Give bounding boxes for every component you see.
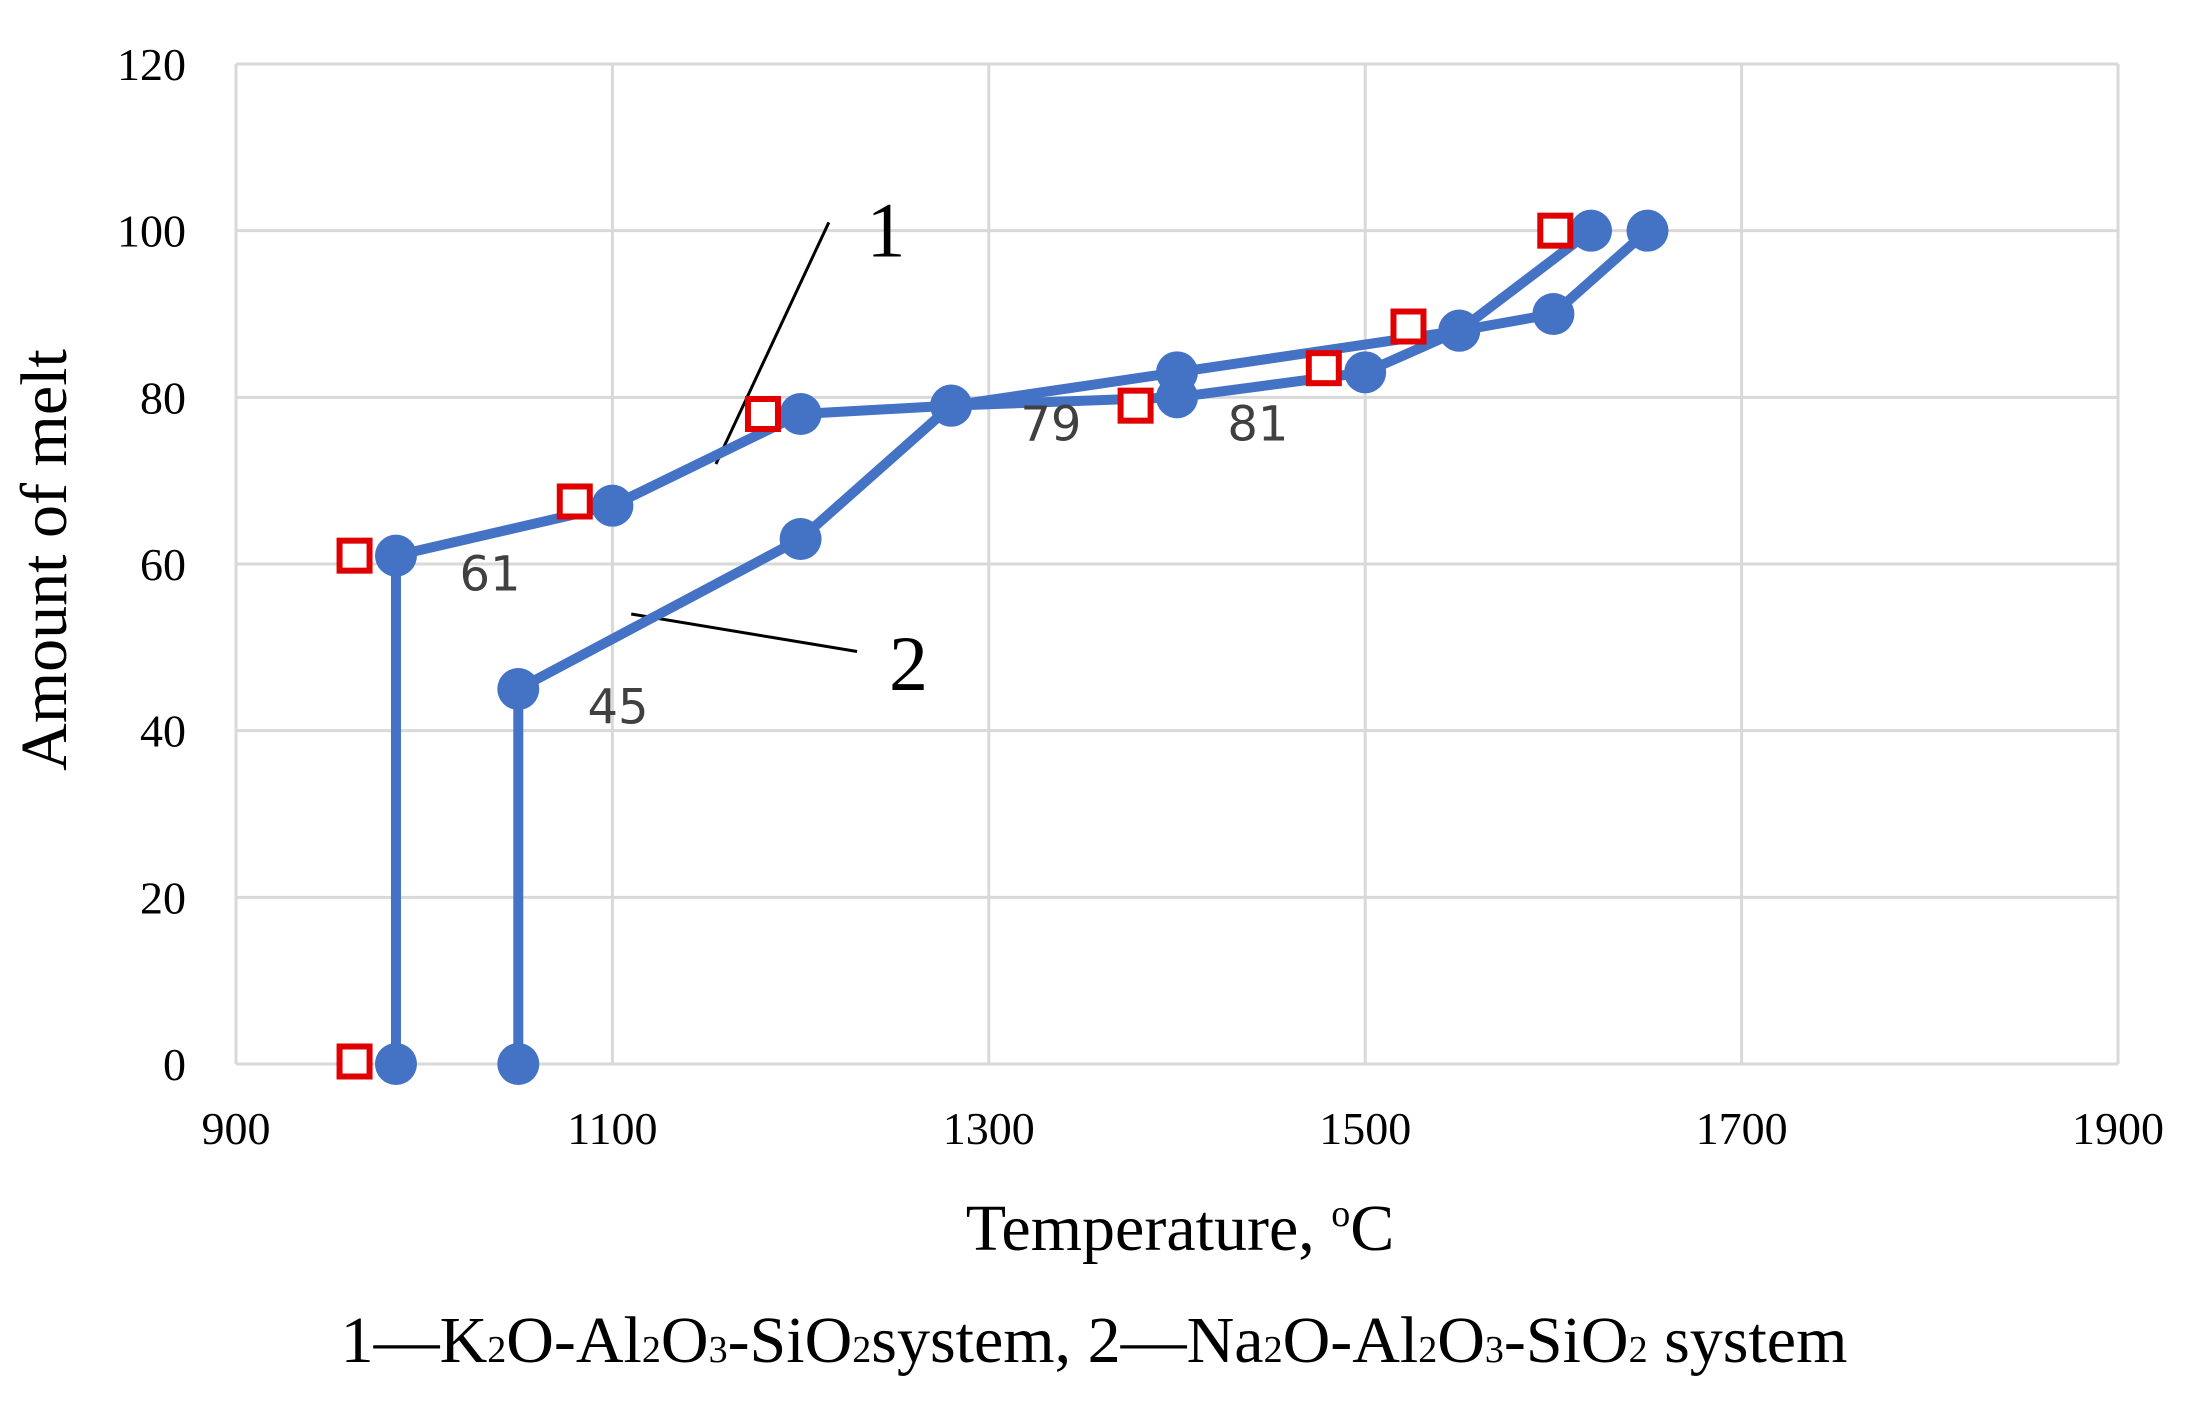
data-label-61: 61: [460, 546, 521, 602]
series-1-point-2: [591, 484, 634, 527]
series-2-point-7: [1532, 293, 1575, 335]
data-label-81: 81: [1227, 396, 1288, 452]
square-marker-1: [336, 537, 373, 574]
x-tick-label-4: 1700: [1696, 1103, 1788, 1154]
y-tick-label-3: 60: [140, 539, 186, 590]
x-axis-title: Temperature, oC: [966, 1192, 1395, 1265]
series-2-point-0: [497, 1043, 540, 1085]
data-label-79: 79: [1020, 396, 1081, 452]
series-2-point-1: [497, 668, 540, 710]
series-2-point-6: [1438, 309, 1481, 352]
series-2-point-8: [1626, 209, 1669, 252]
y-axis-title: Amount of melt: [8, 349, 81, 771]
square-marker-2: [556, 483, 593, 520]
caption: 1—K2O-Al2O3-SiO2system, 2—Na2O-Al2O3-SiO…: [341, 1304, 1848, 1377]
series-2-line: [513, 225, 1653, 1069]
square-marker-6: [1390, 308, 1427, 345]
series-1-point-0: [374, 1043, 417, 1085]
y-tick-label-6: 120: [117, 39, 186, 90]
square-marker-4: [1117, 387, 1154, 424]
series-1-point-1: [374, 534, 417, 577]
tick-labels: 0 20 40 60 80 100 120 900 1100 1300 1500 1700 1900: [117, 39, 2164, 1154]
x-axis-title-text: Temperature,: [966, 1192, 1332, 1265]
data-labels: 61 45 79 81 1 2: [460, 187, 1289, 736]
x-axis-title-unit: C: [1350, 1192, 1394, 1265]
square-marker-7: [1537, 212, 1574, 249]
series-2-point-2: [779, 518, 822, 560]
x-tick-label-3: 1500: [1319, 1103, 1411, 1154]
square-marker-5: [1305, 350, 1342, 387]
y-tick-label-5: 100: [117, 206, 186, 257]
series-1-point-3: [779, 393, 822, 435]
x-tick-label-1: 1100: [567, 1103, 657, 1154]
annotation-line-1: [714, 221, 831, 465]
square-marker-0: [336, 1043, 373, 1080]
series: [336, 209, 1669, 1085]
annotation-lines: [630, 221, 858, 653]
y-tick-label-1: 20: [140, 872, 186, 923]
series-1-point-7: [1570, 209, 1613, 252]
x-tick-label-5: 1900: [2072, 1103, 2164, 1154]
series-2-point-3: [930, 384, 973, 427]
y-tick-label-2: 40: [140, 706, 186, 757]
x-tick-label-2: 1300: [943, 1103, 1035, 1154]
data-label-45: 45: [588, 680, 649, 736]
square-marker-3: [744, 396, 781, 432]
y-tick-label-4: 80: [140, 372, 186, 423]
annotation-label-2: 2: [889, 620, 928, 707]
series-2-point-4: [1156, 376, 1198, 419]
series-2-point-5: [1344, 351, 1387, 394]
annotation-label-1: 1: [866, 187, 905, 274]
annotation-line-2: [630, 612, 858, 653]
x-tick-label-0: 900: [202, 1103, 271, 1154]
y-tick-label-0: 0: [163, 1039, 186, 1090]
x-axis-title-unit-sup: o: [1331, 1193, 1350, 1235]
